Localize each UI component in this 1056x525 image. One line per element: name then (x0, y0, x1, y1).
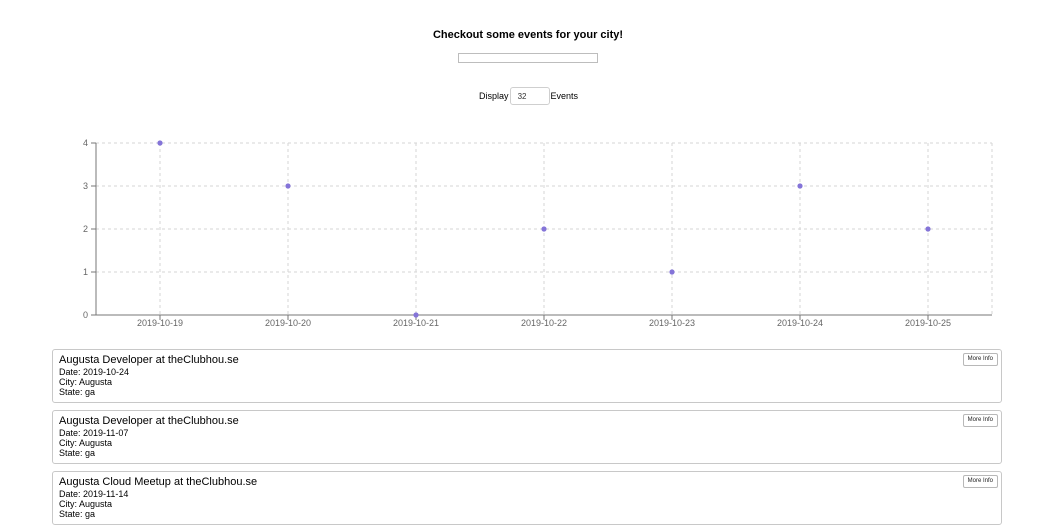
x-tick-label: 2019-10-25 (905, 318, 951, 328)
event-count-input[interactable] (509, 87, 550, 105)
y-tick-label: 3 (83, 181, 88, 191)
event-date: Date: 2019-10-24 (59, 367, 130, 377)
x-tick-label: 2019-10-20 (265, 318, 311, 328)
display-count-row: Display Events (479, 86, 578, 106)
event-title: Augusta Developer at theClubhou.se (59, 415, 239, 427)
event-state: State: ga (59, 387, 96, 397)
more-info-button[interactable]: More Info (962, 353, 998, 366)
x-tick-label: 2019-10-22 (521, 318, 567, 328)
x-tick-label: 2019-10-24 (777, 318, 823, 328)
data-point (925, 226, 931, 232)
x-tick-label: 2019-10-23 (649, 318, 695, 328)
event-date: Date: 2019-11-07 (59, 428, 129, 438)
data-point (157, 140, 163, 146)
event-state: State: ga (59, 509, 96, 519)
data-point (285, 183, 291, 189)
event-title: Augusta Developer at theClubhou.se (59, 354, 239, 366)
chart-axes: 0 1 2 3 4 2019-10-19 2019-10-20 2019-10-21 2019-… (83, 138, 992, 328)
data-point (669, 269, 675, 275)
data-point (541, 226, 547, 232)
y-tick-label: 1 (83, 267, 88, 277)
event-city: City: Augusta (59, 377, 113, 387)
data-point (413, 312, 419, 318)
event-card: Augusta Developer at theClubhou.se Date:… (52, 349, 1002, 403)
events-label: Events (550, 91, 579, 101)
event-state: State: ga (59, 448, 96, 458)
chart-points (157, 140, 931, 318)
x-tick-label: 2019-10-21 (393, 318, 439, 328)
page-title: Checkout some events for your city! (432, 29, 624, 41)
city-search-input[interactable] (458, 53, 598, 63)
y-tick-label: 2 (83, 224, 88, 234)
events-scatter-chart: 0 1 2 3 4 2019-10-19 2019-10-20 2019-10-21 2019-… (83, 138, 993, 328)
more-info-button[interactable]: More Info (962, 414, 998, 427)
x-tick-label: 2019-10-19 (137, 318, 183, 328)
event-card: Augusta Cloud Meetup at theClubhou.se Da… (52, 471, 1002, 525)
event-city: City: Augusta (59, 438, 113, 448)
event-city: City: Augusta (59, 499, 113, 509)
data-point (797, 183, 803, 189)
event-card: Augusta Developer at theClubhou.se Date:… (52, 410, 1002, 464)
event-title: Augusta Cloud Meetup at theClubhou.se (59, 476, 258, 488)
y-tick-label: 4 (83, 138, 88, 148)
more-info-button[interactable]: More Info (962, 475, 998, 488)
y-tick-label: 0 (83, 310, 88, 320)
display-label: Display (479, 91, 509, 101)
event-date: Date: 2019-11-14 (59, 489, 129, 499)
